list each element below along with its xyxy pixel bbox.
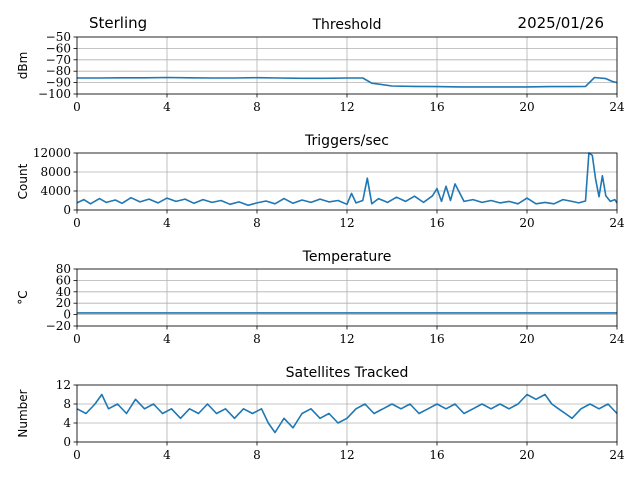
panel-3-ytick-label-3: 40 <box>56 285 71 299</box>
panel-4-ylabel: Number <box>16 389 30 437</box>
panel-3-ytick-label-5: 80 <box>56 262 71 276</box>
panel-2-ytick-label-1: 4000 <box>40 184 71 198</box>
panel-3-xtick-label-5: 20 <box>519 332 534 346</box>
station-label: Sterling <box>89 14 147 32</box>
panel-3-xtick-label-3: 12 <box>339 332 354 346</box>
panel-2-ylabel: Count <box>16 163 30 199</box>
panel-3-title: Temperature <box>302 249 392 265</box>
panel-3-ylabel: °C <box>16 290 30 304</box>
panel-4-xtick-label-0: 0 <box>73 448 81 462</box>
panel-1-ylabel: dBm <box>16 52 30 80</box>
panel-1-ytick-label-2: −80 <box>46 64 71 78</box>
panel-1-xtick-label-1: 4 <box>163 100 171 114</box>
panel-1-ytick-label-3: −70 <box>46 53 71 67</box>
panel-1-xtick-label-2: 8 <box>253 100 261 114</box>
panel-4-xtick-label-6: 24 <box>609 448 625 462</box>
panel-3-ytick-label-0: −20 <box>46 319 71 333</box>
panel-1-ytick-label-0: −100 <box>38 87 71 101</box>
panel-3-xtick-label-0: 0 <box>73 332 81 346</box>
panel-4-xtick-label-1: 4 <box>163 448 171 462</box>
panel-4-xtick-label-3: 12 <box>339 448 354 462</box>
panel-4-ytick-label-3: 12 <box>56 378 71 392</box>
panel-4-ytick-label-2: 8 <box>63 397 71 411</box>
panel-2-xtick-label-1: 4 <box>163 216 171 230</box>
panel-3-ytick-label-1: 0 <box>63 308 71 322</box>
panel-4-ytick-label-0: 0 <box>63 435 71 449</box>
panel-4-title: Satellites Tracked <box>286 365 409 381</box>
panel-2-ytick-label-0: 0 <box>63 203 71 217</box>
panel-2-xtick-label-5: 20 <box>519 216 534 230</box>
panel-2-xtick-label-3: 12 <box>339 216 354 230</box>
panel-3-ytick-label-4: 60 <box>56 273 71 287</box>
panel-3-ytick-label-2: 20 <box>56 296 71 310</box>
panel-2-xtick-label-0: 0 <box>73 216 81 230</box>
panel-2-title: Triggers/sec <box>304 133 389 149</box>
panel-1-xtick-label-0: 0 <box>73 100 81 114</box>
panel-4-xtick-label-4: 16 <box>429 448 444 462</box>
panel-1-xtick-label-6: 24 <box>609 100 625 114</box>
date-label: 2025/01/26 <box>518 14 604 32</box>
panel-4-series-line-0 <box>76 393 618 434</box>
panel-2-series-line-0 <box>76 152 618 207</box>
panel-1-ytick-label-4: −60 <box>46 41 71 55</box>
panel-4-xtick-label-5: 20 <box>519 448 534 462</box>
panel-1-ytick-label-5: −50 <box>46 30 71 44</box>
panel-3-xtick-label-1: 4 <box>163 332 171 346</box>
panel-3-xtick-label-2: 8 <box>253 332 261 346</box>
panel-2-ytick-label-3: 12000 <box>33 146 71 160</box>
panel-2-xtick-label-6: 24 <box>609 216 625 230</box>
panel-2-xtick-label-2: 8 <box>253 216 261 230</box>
panel-4-ytick-label-1: 4 <box>63 416 71 430</box>
panel-1-xtick-label-3: 12 <box>339 100 354 114</box>
panel-1-title: Threshold <box>312 17 382 33</box>
panel-1-xtick-label-4: 16 <box>429 100 444 114</box>
panel-4-xtick-label-2: 8 <box>253 448 261 462</box>
panel-1-xtick-label-5: 20 <box>519 100 534 114</box>
panel-2-ytick-label-2: 8000 <box>40 165 71 179</box>
panel-1-series-line-0 <box>77 76 618 88</box>
panel-3-xtick-label-4: 16 <box>429 332 444 346</box>
panel-3-xtick-label-6: 24 <box>609 332 625 346</box>
panel-1-ytick-label-1: −90 <box>46 76 71 90</box>
panel-2-xtick-label-4: 16 <box>429 216 444 230</box>
